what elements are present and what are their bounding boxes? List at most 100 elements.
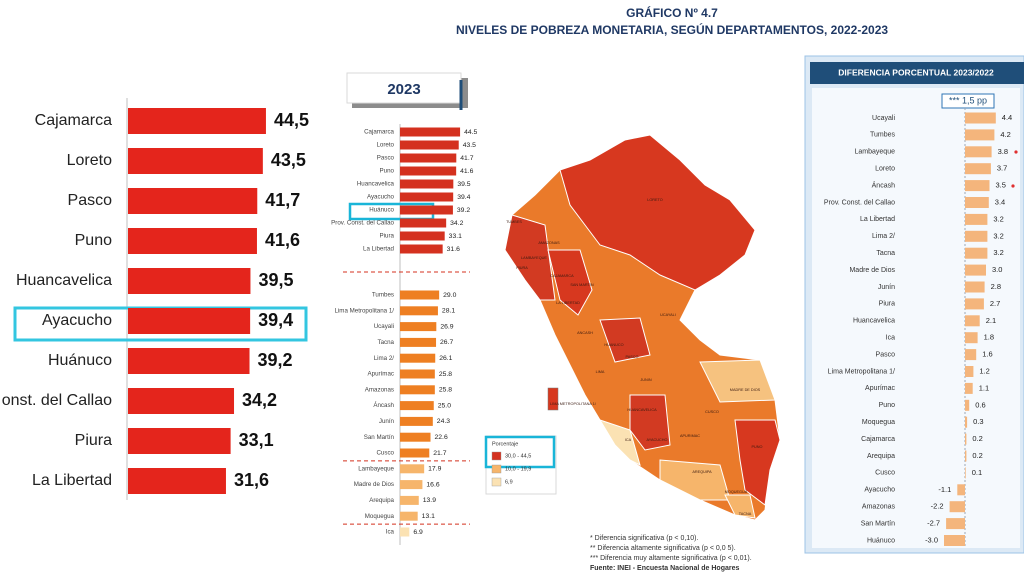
chart-title: DIFERENCIA PORCENTUAL 2023/2022 (838, 67, 994, 77)
map-region (659, 459, 731, 501)
category-label: San Martín (861, 520, 895, 527)
value-label: 3.0 (992, 265, 1002, 274)
map-inset (547, 387, 559, 411)
category-label: Áncash (872, 180, 895, 189)
category-label: Ica (386, 529, 395, 536)
bar (965, 349, 977, 361)
value-label: 1.1 (979, 383, 989, 392)
category-label: Ucayali (374, 323, 394, 330)
bar (400, 401, 434, 411)
category-label: Piura (380, 233, 395, 240)
legend-title: Porcentaje (492, 441, 518, 447)
category-label: Cajamarca (364, 129, 394, 136)
value-label: 33,1 (239, 430, 274, 450)
bar (965, 366, 974, 377)
value-label: 26.7 (440, 339, 453, 346)
category-label: La Libertad (363, 246, 395, 253)
value-label: 6.9 (413, 529, 423, 536)
value-label: 41.7 (460, 155, 473, 162)
bar (400, 337, 437, 347)
map-label: UCAYALI (660, 313, 676, 317)
category-label: Madre de Dios (354, 481, 394, 488)
map-region (699, 359, 776, 403)
header-subtitle: NIVELES DE POBREZA MONETARIA, SEGÚN DEPA… (456, 22, 888, 37)
bar (400, 218, 447, 228)
map-region (504, 214, 556, 301)
map-label: CUSCO (705, 410, 719, 414)
value-label: 4.2 (1000, 130, 1010, 139)
bar (400, 306, 438, 316)
bar (128, 428, 231, 454)
bar (957, 484, 965, 496)
value-label: 44,5 (274, 110, 309, 130)
bar (965, 197, 989, 208)
bar (400, 192, 454, 202)
map-label: LAMBAYEQUE (521, 256, 547, 260)
value-label: 26.1 (439, 355, 452, 362)
bar (965, 163, 991, 175)
map-label: JUNIN (640, 378, 651, 382)
legend-swatch (491, 477, 502, 487)
value-label: 3.2 (993, 214, 1003, 223)
value-label: 1.6 (982, 350, 992, 359)
category-label: Ayacucho (367, 194, 395, 201)
value-label: 3.5 (996, 181, 1006, 190)
value-label: 2.8 (991, 282, 1001, 291)
value-label: 25.8 (439, 371, 452, 378)
map-region (599, 317, 651, 363)
bar (400, 244, 443, 254)
value-label: 39,5 (258, 270, 293, 290)
category-label: Lima Metropolitana 1/ (828, 368, 895, 375)
map-label: CAJAMARCA (550, 274, 574, 278)
category-label: Áncash (373, 402, 394, 409)
category-label: Tacna (377, 339, 394, 346)
bar (965, 315, 980, 327)
value-label: 3.2 (993, 231, 1003, 240)
map-label: AYACUCHO (647, 438, 668, 442)
bar (965, 230, 988, 242)
bar (400, 166, 457, 176)
legend-label: 6,9 (505, 479, 513, 485)
value-label: 44.5 (464, 129, 477, 136)
value-label: 25.8 (439, 387, 452, 394)
map-label: LORETO (647, 198, 663, 202)
map-label: MOQUEGUA (725, 490, 748, 494)
value-label: 41,7 (265, 190, 300, 210)
value-label: 39.5 (457, 181, 470, 188)
value-label: 29.0 (443, 292, 456, 299)
bar (128, 468, 226, 494)
category-label: Cusco (376, 450, 394, 457)
value-label: 25.0 (438, 402, 451, 409)
bar (965, 332, 978, 344)
bar (965, 213, 988, 225)
category-label: Loreto (376, 142, 394, 149)
bar (128, 348, 250, 374)
category-label: Moquegua (365, 513, 395, 520)
bar (400, 480, 423, 490)
value-label: 3.8 (998, 147, 1008, 156)
map-label: PIURA (516, 266, 528, 270)
category-label: Ucayali (872, 115, 895, 122)
category-label: Madre de Dios (849, 267, 895, 274)
value-label: -3.0 (925, 535, 938, 544)
value-label: 0.3 (973, 417, 983, 426)
category-label: Tacna (876, 250, 895, 257)
map-label: SAN MARTIN (570, 283, 594, 287)
bar (944, 535, 965, 546)
value-label: 13.1 (422, 513, 435, 520)
legend-label: 30,0 - 44,5 (505, 453, 531, 459)
category-label: Junín (379, 418, 395, 425)
value-label: 43,5 (271, 150, 306, 170)
category-label: Moquegua (862, 419, 895, 426)
value-label: 39.4 (457, 194, 470, 201)
category-label: Huánuco (867, 537, 895, 544)
bar (400, 448, 430, 458)
bar (965, 247, 988, 259)
value-label: 34.2 (450, 220, 463, 227)
value-label: 4.4 (1002, 113, 1012, 122)
value-label: 17.9 (428, 466, 441, 473)
bar (400, 322, 437, 332)
category-label: Amazonas (365, 386, 394, 393)
map-label: APURIMAC (680, 434, 700, 438)
